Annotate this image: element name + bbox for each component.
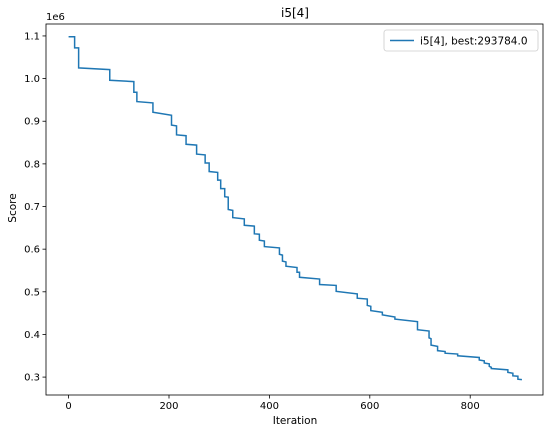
chart-title: i5[4] <box>281 6 309 20</box>
x-tick-label: 400 <box>260 401 279 412</box>
y-tick-label: 0.7 <box>24 202 40 213</box>
y-tick-label: 0.4 <box>24 330 40 341</box>
x-tick-label: 600 <box>360 401 379 412</box>
y-tick-label: 0.5 <box>24 287 40 298</box>
plot-area: 0 200 400 600 800 0.3 0.4 0.5 0.6 0.7 0.8 0.9 1.0 1.1… <box>24 23 544 412</box>
y-offset-label: 1e6 <box>46 12 65 23</box>
y-tick-label: 0.9 <box>24 117 40 128</box>
x-tick-label: 200 <box>159 401 178 412</box>
x-axis-label: Iteration <box>273 415 318 427</box>
y-axis-label: Score <box>7 193 19 222</box>
legend-box <box>383 29 539 52</box>
y-tick-label: 0.8 <box>24 159 40 170</box>
y-tick-label: 1.1 <box>24 31 40 42</box>
x-tick-label: 800 <box>461 401 480 412</box>
y-tick-label: 0.3 <box>24 373 40 384</box>
y-tick-label: 1.0 <box>24 74 40 85</box>
x-tick-label: 0 <box>65 401 71 412</box>
y-tick-label: 0.6 <box>24 245 40 256</box>
legend-label: i5[4], best:293784.0 <box>420 35 528 47</box>
axes-frame <box>45 23 544 396</box>
series-line-0 <box>68 36 522 381</box>
